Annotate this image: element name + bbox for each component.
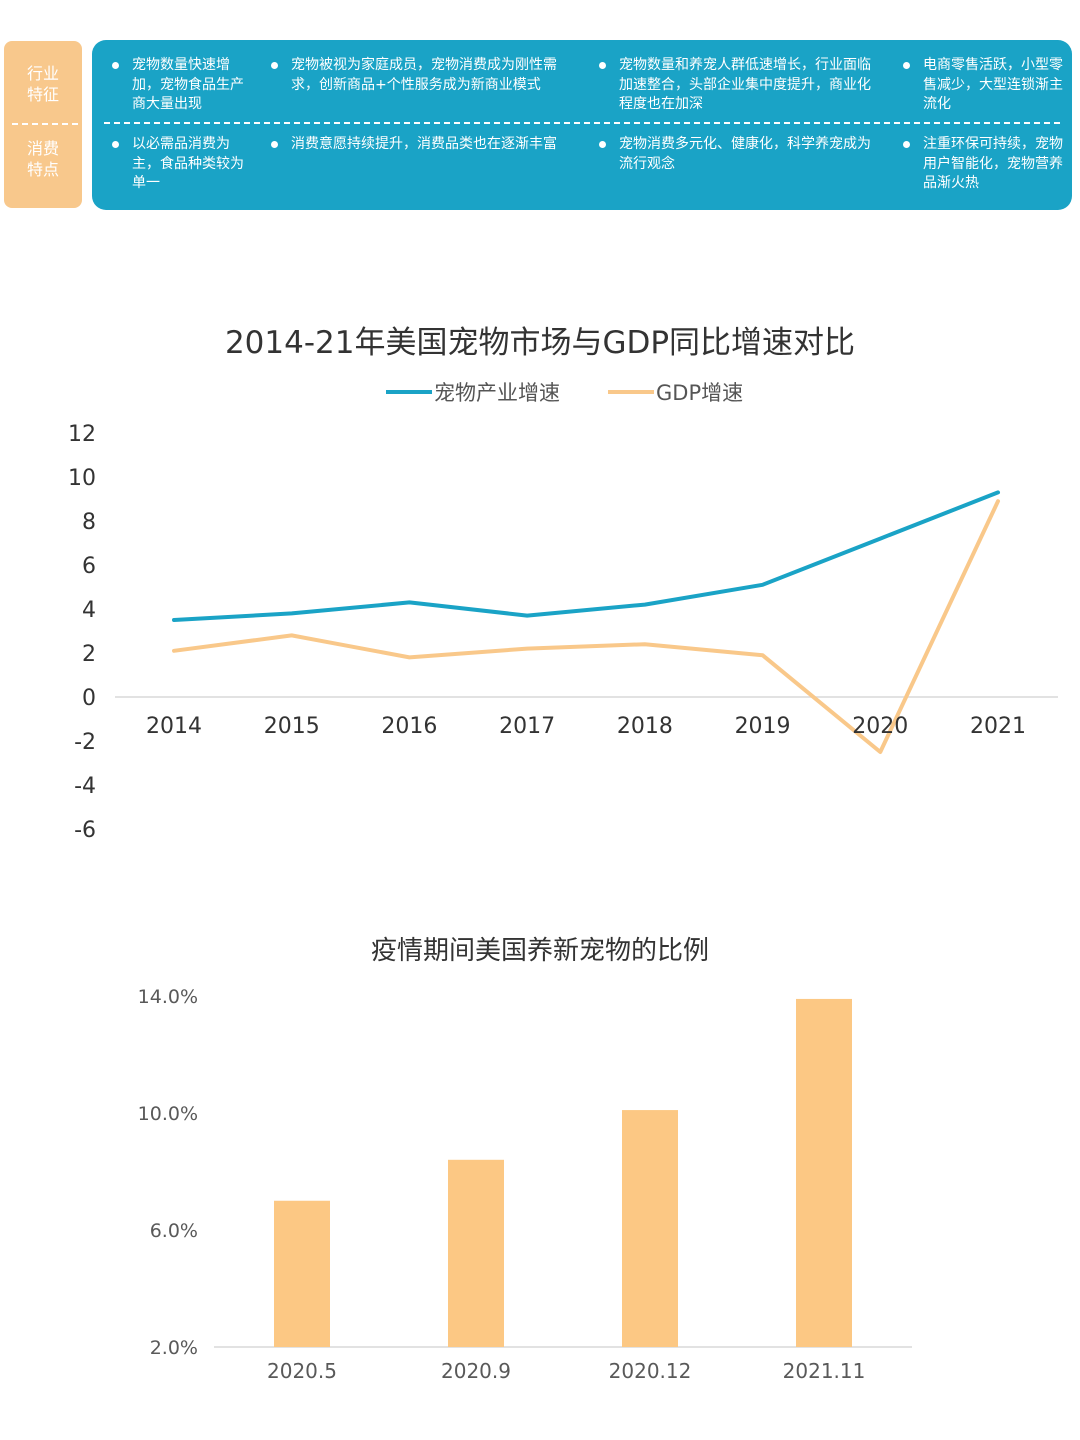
x-tick-label: 2020.5 xyxy=(267,1359,337,1383)
industry-feature-item: 宠物数量快速增加，宠物食品生产商大量出现 xyxy=(104,56,252,115)
y-tick-label: 12 xyxy=(68,422,96,447)
bar-chart-title: 疫情期间美国养新宠物的比例 xyxy=(370,936,709,966)
consumption-feature-item: 消费意愿持续提升，消费品类也在逐渐丰富 xyxy=(263,135,577,155)
bullet-icon xyxy=(112,62,119,69)
y-tick-label: 10 xyxy=(68,466,96,491)
y-tick-label: 2.0% xyxy=(150,1337,198,1359)
consumption-feature-item: 宠物消费多元化、健康化，科学养宠成为流行观念 xyxy=(591,135,881,174)
legend-label-gdp: GDP增速 xyxy=(656,381,744,405)
bar-2020-5 xyxy=(274,1200,330,1347)
x-tick-label: 2020.9 xyxy=(441,1359,511,1383)
bar-2020-12 xyxy=(622,1110,678,1347)
bullet-icon xyxy=(271,62,278,69)
consumption-feature-item: 注重环保可持续，宠物用户智能化，宠物营养品渐火热 xyxy=(895,135,1063,194)
y-tick-label: 8 xyxy=(82,510,96,535)
x-tick-label: 2018 xyxy=(617,714,673,739)
x-tick-label: 2021.11 xyxy=(783,1359,866,1383)
x-tick-label: 2020 xyxy=(852,714,908,739)
y-tick-label: -6 xyxy=(74,818,96,843)
legend-swatch-pet xyxy=(386,390,432,394)
x-tick-label: 2014 xyxy=(146,714,202,739)
industry-features-label: 行业 特征 xyxy=(26,64,59,104)
bullet-icon xyxy=(599,62,606,69)
bullet-icon xyxy=(599,141,606,148)
x-tick-label: 2019 xyxy=(735,714,791,739)
y-tick-label: 4 xyxy=(82,598,96,623)
y-tick-label: 0 xyxy=(82,686,96,711)
legend-label-pet: 宠物产业增速 xyxy=(434,381,560,405)
x-tick-label: 2017 xyxy=(499,714,555,739)
industry-feature-item: 电商零售活跃，小型零售减少，大型连锁渐主流化 xyxy=(895,56,1063,115)
bullet-icon xyxy=(271,141,278,148)
legend-item-pet: 宠物产业增速 xyxy=(386,377,560,407)
line-chart-title: 2014-21年美国宠物市场与GDP同比增速对比 xyxy=(224,325,856,361)
y-tick-label: 2 xyxy=(82,642,96,667)
legend-swatch-gdp xyxy=(608,390,654,394)
bar-2020-9 xyxy=(448,1159,504,1347)
y-tick-label: 6.0% xyxy=(150,1220,198,1242)
x-tick-label: 2021 xyxy=(970,714,1026,739)
side-tab: 行业 特征 消费 特点 xyxy=(4,41,82,208)
industry-feature-item: 宠物数量和养宠人群低速增长，行业面临加速整合，头部企业集中度提升，商业化程度也在… xyxy=(591,56,881,115)
legend-item-gdp: GDP增速 xyxy=(608,377,743,407)
y-tick-label: 10.0% xyxy=(138,1103,198,1125)
banner-divider xyxy=(104,122,1060,124)
bullet-icon xyxy=(112,141,119,148)
consumption-feature-item: 以必需品消费为主，食品种类较为单一 xyxy=(104,135,252,194)
gdp-growth-line xyxy=(172,499,1000,754)
y-tick-label: 14.0% xyxy=(138,986,198,1008)
x-tick-label: 2015 xyxy=(264,714,320,739)
x-tick-label: 2020.12 xyxy=(609,1359,692,1383)
y-tick-label: -2 xyxy=(74,730,96,755)
bullet-icon xyxy=(903,141,910,148)
bar-2021-11 xyxy=(796,998,852,1347)
consumption-features-label: 消费 特点 xyxy=(26,139,59,179)
side-divider xyxy=(12,123,78,125)
industry-feature-item: 宠物被视为家庭成员，宠物消费成为刚性需求，创新商品+个性服务成为新商业模式 xyxy=(263,56,577,95)
y-tick-label: -4 xyxy=(74,774,96,799)
pet-growth-line xyxy=(172,490,1000,622)
feature-banner: 宠物数量快速增加，宠物食品生产商大量出现 宠物被视为家庭成员，宠物消费成为刚性需… xyxy=(92,40,1072,210)
bullet-icon xyxy=(903,62,910,69)
y-tick-label: 6 xyxy=(82,554,96,579)
x-tick-label: 2016 xyxy=(381,714,437,739)
